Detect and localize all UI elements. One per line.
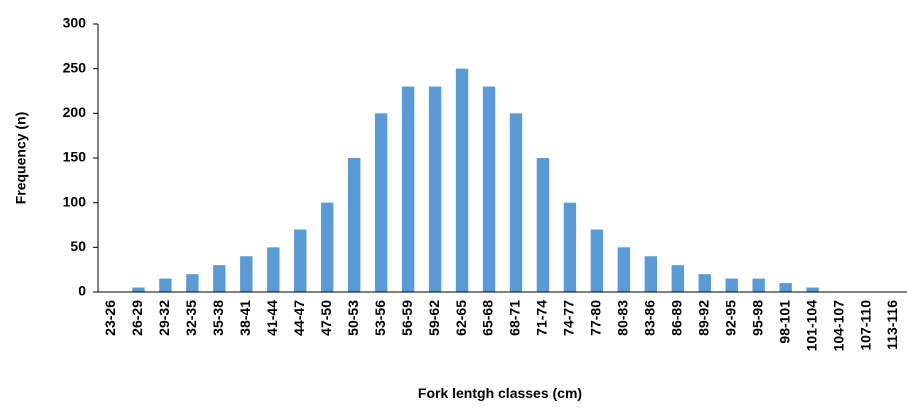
bar [806,287,819,292]
bar [536,158,550,292]
x-tick-label: 80-83 [615,300,631,336]
bar [347,158,361,292]
x-tick-label: 41-44 [264,300,280,336]
x-tick-label: 44-47 [291,300,307,336]
bar [159,278,172,292]
bar [752,278,765,292]
x-tick-label: 35-38 [210,300,226,336]
y-axis-title: Frequency (n) [13,112,29,205]
x-tick-label: 47-50 [318,300,334,336]
x-tick-label: 95-98 [749,300,765,336]
x-tick-label: 107-110 [857,300,873,351]
x-tick-label: 71-74 [534,300,550,336]
x-tick-label: 56-59 [399,300,415,336]
bar [267,247,280,292]
y-tick-label: 100 [63,193,87,209]
bar [617,247,631,292]
bar [401,86,415,293]
bar [671,265,684,292]
bar [428,86,442,293]
bar [644,256,658,292]
x-tick-label: 113-116 [884,300,900,350]
x-tick-label: 98-101 [776,300,792,344]
x-tick-label: 59-62 [426,300,442,336]
x-tick-label: 89-92 [695,300,711,336]
y-tick-label: 300 [63,15,87,31]
x-tick-label: 68-71 [507,300,523,336]
bar [240,256,253,292]
x-tick-label: 83-86 [642,300,658,336]
x-tick-label: 92-95 [722,300,738,336]
bar [294,229,307,292]
x-tick-label: 32-35 [183,300,199,336]
y-tick-label: 250 [63,59,87,75]
x-tick-label: 104-107 [830,300,846,352]
bar [698,274,711,292]
bar [563,202,577,292]
x-tick-label: 23-26 [102,300,118,336]
bar [482,86,496,293]
bar [132,287,145,292]
bar [213,265,226,292]
x-tick-label: 62-65 [453,300,469,336]
y-tick-label: 150 [63,149,87,165]
x-tick-label: 29-32 [156,300,172,336]
y-tick-label: 50 [70,238,86,254]
bar [725,278,738,292]
x-axis-title: Fork lentgh classes (cm) [418,385,582,401]
bar [455,68,469,293]
x-tick-label: 77-80 [588,300,604,336]
x-tick-label: 26-29 [129,300,145,336]
x-tick-label: 86-89 [668,300,684,336]
x-tick-label: 38-41 [237,300,253,336]
bar [321,202,334,292]
y-tick-label: 0 [78,283,86,299]
bar [186,274,199,292]
x-tick-label: 101-104 [803,300,819,352]
x-tick-label: 50-53 [345,300,361,336]
x-tick-label: 74-77 [561,300,577,336]
bar [779,283,792,292]
bar [590,229,604,292]
bar [509,113,523,292]
x-tick-label: 53-56 [372,300,388,336]
bar [374,113,388,292]
y-tick-label: 200 [63,104,87,120]
x-tick-label: 65-68 [480,300,496,336]
